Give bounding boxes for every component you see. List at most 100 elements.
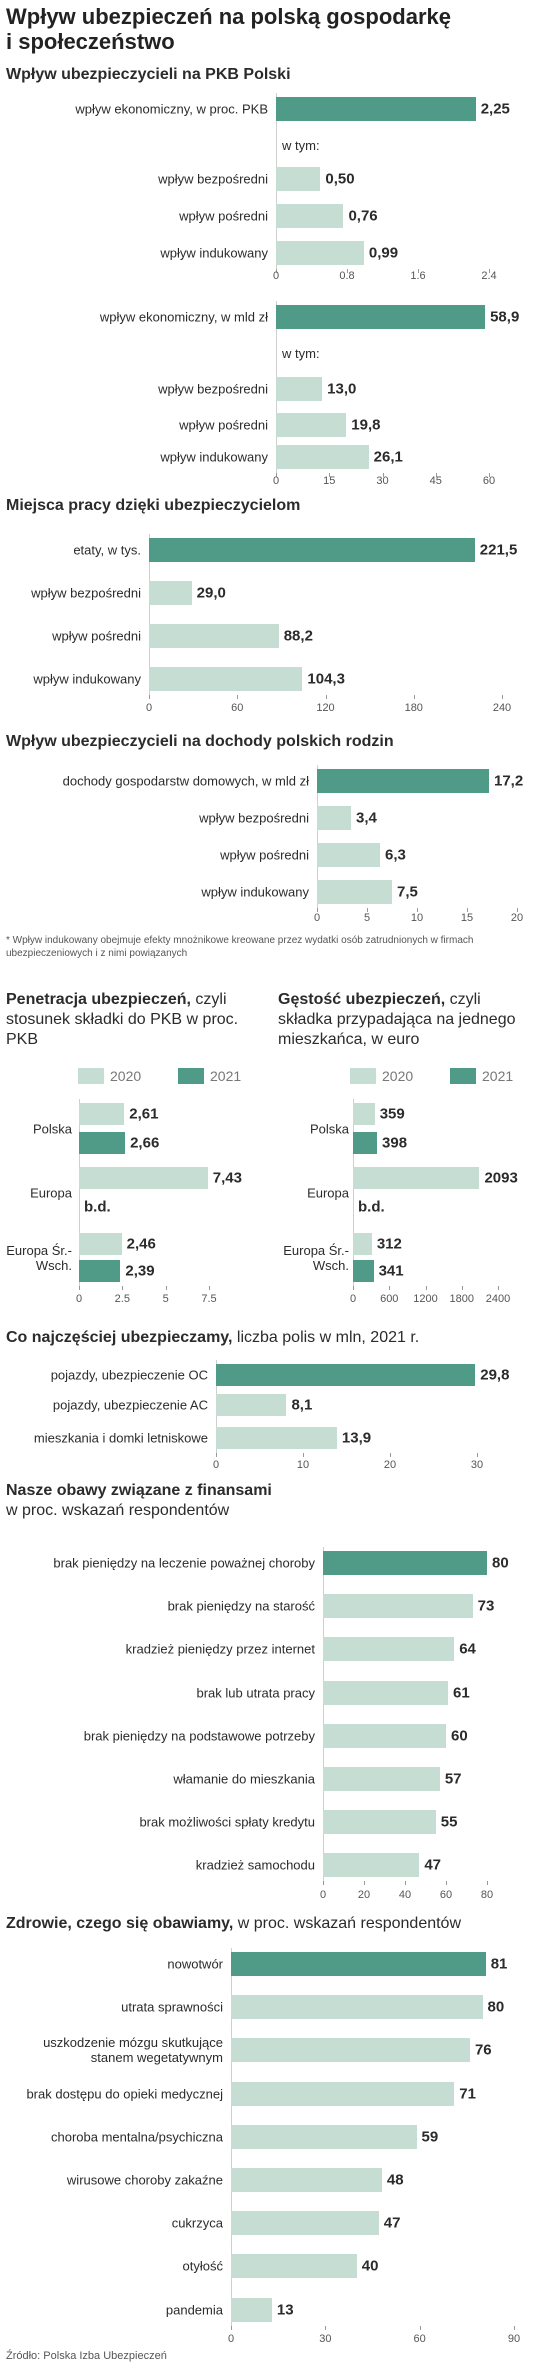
bar	[79, 1233, 122, 1255]
bar	[79, 1167, 208, 1189]
category-label: wirusowe choroby zakaźne	[66, 2172, 223, 2188]
tick-mark	[323, 1881, 324, 1886]
bar	[231, 2038, 470, 2063]
bar	[149, 667, 303, 691]
bar	[323, 1767, 440, 1791]
x-tick-label: 30	[470, 1459, 484, 1471]
bar	[216, 1364, 476, 1386]
value-label: 80	[487, 1998, 505, 2016]
bar	[276, 413, 347, 437]
bar	[149, 624, 279, 648]
chart-title: Wpływ ubezpieczycieli na PKB Polski	[6, 65, 526, 85]
bar	[149, 581, 192, 605]
tick-mark	[149, 695, 150, 699]
value-label: 88,2	[283, 627, 313, 645]
value-label: b.d.	[84, 1198, 111, 1216]
value-label: 17,2	[494, 772, 524, 790]
subtitle: w proc. wskazań respondentów	[237, 1915, 462, 1932]
value-label: 398	[382, 1134, 408, 1152]
category-label: kradzież samochodu	[195, 1857, 315, 1873]
tick-mark	[276, 473, 277, 477]
tick-mark	[425, 1286, 427, 1290]
value-label: 2,25	[480, 100, 510, 118]
tick-mark	[79, 1286, 80, 1290]
x-tick-label: 0	[313, 912, 321, 924]
x-tick-label: 600	[380, 1293, 399, 1305]
tick-mark	[461, 1286, 463, 1290]
tick-mark	[446, 1881, 447, 1886]
tick-mark	[209, 1286, 210, 1290]
bar	[276, 241, 364, 265]
legend-swatch	[78, 1068, 104, 1084]
bar	[231, 1952, 486, 1976]
category-label: mieszkania i domki letniskowe	[33, 1430, 208, 1446]
tick-mark	[405, 1881, 406, 1886]
x-tick-label: 30	[376, 475, 389, 487]
x-tick-label: 30	[319, 2333, 332, 2345]
bar	[317, 806, 351, 830]
axis-line	[149, 534, 150, 695]
category-label: wpływ bezpośredni	[158, 171, 268, 187]
legend-label: 2020	[110, 1068, 142, 1084]
bar	[323, 1551, 487, 1575]
bar	[276, 377, 323, 401]
bar	[323, 1810, 436, 1835]
x-tick-label: 0	[319, 1889, 327, 1901]
category-label: cukrzyca	[171, 2215, 223, 2231]
category-label: wpływ pośredni	[179, 417, 268, 433]
bar	[231, 2297, 272, 2322]
x-tick-label: 2.4	[481, 270, 497, 282]
category-label: Europa Śr.-Wsch.	[6, 1242, 72, 1273]
value-label: 29,0	[196, 584, 226, 602]
tick-mark	[353, 1286, 354, 1290]
tick-mark	[498, 1286, 499, 1290]
bar	[276, 305, 486, 329]
category-label: wpływ indukowany	[160, 449, 268, 465]
value-label: 6,3	[385, 846, 406, 864]
bar	[79, 1103, 125, 1125]
value-label: 13,9	[341, 1429, 372, 1447]
value-label: 64	[459, 1640, 476, 1658]
tick-mark	[502, 695, 503, 699]
value-label: 2,46	[126, 1235, 156, 1253]
value-label: 2,39	[125, 1262, 155, 1280]
category-label: brak pieniędzy na starość	[167, 1598, 315, 1614]
category-label: wpływ bezpośredni	[199, 810, 309, 826]
value-label: 40	[361, 2257, 379, 2275]
bar	[323, 1680, 449, 1705]
value-label: 2,66	[130, 1134, 160, 1152]
x-tick-label: 20	[357, 1889, 371, 1901]
x-tick-label: 120	[316, 702, 335, 714]
value-label: 2,61	[129, 1105, 159, 1123]
bar	[317, 880, 392, 904]
x-tick-label: 0	[212, 1459, 220, 1471]
value-label: 29,8	[480, 1366, 510, 1384]
x-tick-label: 90	[507, 2333, 521, 2345]
tick-mark	[489, 473, 490, 477]
category-label: Polska	[32, 1121, 72, 1136]
tick-mark	[364, 1881, 365, 1886]
tick-mark	[325, 695, 327, 699]
category-label: wpływ indukowany	[201, 884, 309, 900]
category-label: Europa Śr.-Wsch.	[283, 1242, 349, 1273]
tick-mark	[303, 1453, 304, 1457]
x-tick-label: 0	[145, 702, 153, 714]
value-label: 80	[492, 1554, 509, 1572]
bar	[353, 1103, 375, 1125]
value-label: 71	[459, 2085, 476, 2103]
bar	[79, 1132, 126, 1154]
category-label: brak dostępu do opieki medycznej	[26, 2086, 223, 2102]
category-label: nowotwór	[167, 1956, 223, 1972]
axis-line	[323, 1547, 324, 1882]
note: * Wpływ indukowany obejmuje efekty mnożn…	[6, 935, 474, 959]
bar	[276, 97, 476, 121]
tick-mark	[467, 908, 468, 912]
chart-title: Wpływ ubezpieczycieli na dochody polskic…	[6, 732, 526, 752]
value-label: 48	[386, 2171, 404, 2189]
x-tick-label: 1.6	[410, 270, 426, 282]
category-label: wpływ bezpośredni	[158, 381, 268, 397]
value-label: 2093	[484, 1169, 518, 1187]
tick-mark	[231, 2325, 232, 2330]
tick-mark	[489, 269, 490, 273]
x-tick-label: 1800	[449, 1293, 474, 1305]
